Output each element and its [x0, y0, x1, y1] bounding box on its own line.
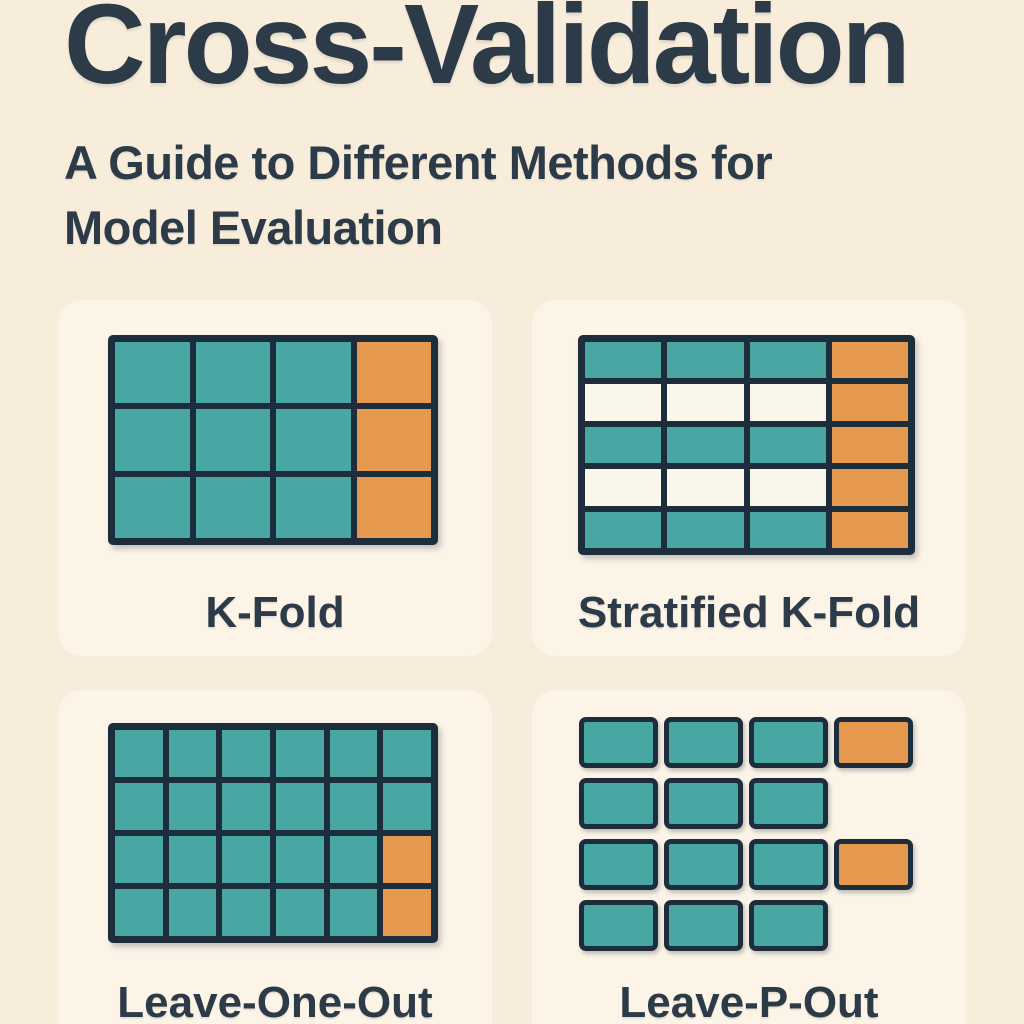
fold-grid: [108, 723, 438, 943]
train-cell: [276, 783, 324, 830]
train-cell: [579, 900, 658, 951]
card-k-fold: K-Fold: [58, 300, 492, 656]
train-cell: [667, 426, 744, 464]
train-cell: [329, 889, 378, 936]
train-cell: [749, 839, 828, 890]
train-cell: [749, 511, 826, 548]
train-cell: [276, 730, 324, 777]
subtitle-line-1: A Guide to Different Methods for: [64, 136, 773, 189]
train-cell: [115, 889, 163, 936]
test-cell: [383, 836, 431, 883]
train-cell: [276, 476, 351, 538]
train-cell: [667, 511, 744, 548]
subtitle-line-2: Model Evaluation: [64, 200, 443, 254]
train-cell: [664, 900, 743, 951]
card-leave-one-out: Leave-One-Out: [58, 690, 492, 1024]
train-cell: [585, 511, 662, 548]
test-cell: [834, 839, 913, 890]
test-cell: [834, 717, 913, 768]
test-cell: [831, 469, 908, 506]
test-cell: [356, 409, 431, 471]
train-cell: [115, 342, 190, 404]
train-cell: [115, 476, 190, 538]
fold-grid: [108, 335, 438, 545]
card-label: Leave-One-Out: [117, 978, 433, 1024]
train-cell: [168, 783, 217, 830]
train-cell: [276, 836, 324, 883]
blank-cell: [585, 384, 662, 421]
train-cell: [222, 783, 270, 830]
train-cell: [664, 839, 743, 890]
card-label: Stratified K-Fold: [577, 588, 921, 637]
train-cell: [168, 836, 217, 883]
train-cell: [585, 342, 662, 379]
test-cell: [383, 889, 431, 936]
test-cell: [356, 342, 431, 404]
fold-grid: [578, 335, 915, 555]
test-cell: [831, 342, 908, 379]
train-cell: [329, 783, 378, 830]
train-cell: [168, 730, 217, 777]
chip-grid: [579, 717, 913, 951]
train-cell: [222, 730, 270, 777]
train-cell: [749, 342, 826, 379]
train-cell: [579, 717, 658, 768]
card-label: K-Fold: [205, 588, 345, 637]
train-cell: [115, 836, 163, 883]
train-cell: [664, 778, 743, 829]
train-cell: [329, 730, 378, 777]
train-cell: [195, 409, 270, 471]
train-cell: [276, 342, 351, 404]
train-cell: [115, 409, 190, 471]
test-cell: [831, 511, 908, 548]
train-cell: [195, 342, 270, 404]
train-cell: [383, 783, 431, 830]
train-cell: [329, 836, 378, 883]
train-cell: [115, 783, 163, 830]
train-cell: [195, 476, 270, 538]
test-cell: [831, 426, 908, 464]
train-cell: [276, 889, 324, 936]
blank-cell: [749, 469, 826, 506]
blank-cell: [667, 384, 744, 421]
train-cell: [749, 426, 826, 464]
train-cell: [579, 839, 658, 890]
card-stratified-k-fold: Stratified K-Fold: [532, 300, 966, 656]
train-cell: [664, 717, 743, 768]
train-cell: [222, 836, 270, 883]
train-cell: [276, 409, 351, 471]
train-cell: [749, 778, 828, 829]
train-cell: [168, 889, 217, 936]
train-cell: [749, 900, 828, 951]
card-label: Leave-P-Out: [619, 978, 879, 1024]
train-cell: [383, 730, 431, 777]
train-cell: [579, 778, 658, 829]
blank-cell: [667, 469, 744, 506]
header: Cross-Validation A Guide to Different Me…: [64, 0, 984, 261]
method-cards: K-Fold Stratified K-Fold Leave-One-Out L…: [58, 300, 966, 1024]
page-subtitle: A Guide to Different Methods for Model E…: [64, 131, 984, 261]
train-cell: [222, 889, 270, 936]
test-cell: [831, 384, 908, 421]
train-cell: [749, 717, 828, 768]
train-cell: [585, 426, 662, 464]
test-cell: [356, 476, 431, 538]
page-title: Cross-Validation: [64, 0, 911, 107]
card-leave-p-out: Leave-P-Out: [532, 690, 966, 1024]
train-cell: [667, 342, 744, 379]
blank-cell: [585, 469, 662, 506]
train-cell: [115, 730, 163, 777]
blank-cell: [749, 384, 826, 421]
